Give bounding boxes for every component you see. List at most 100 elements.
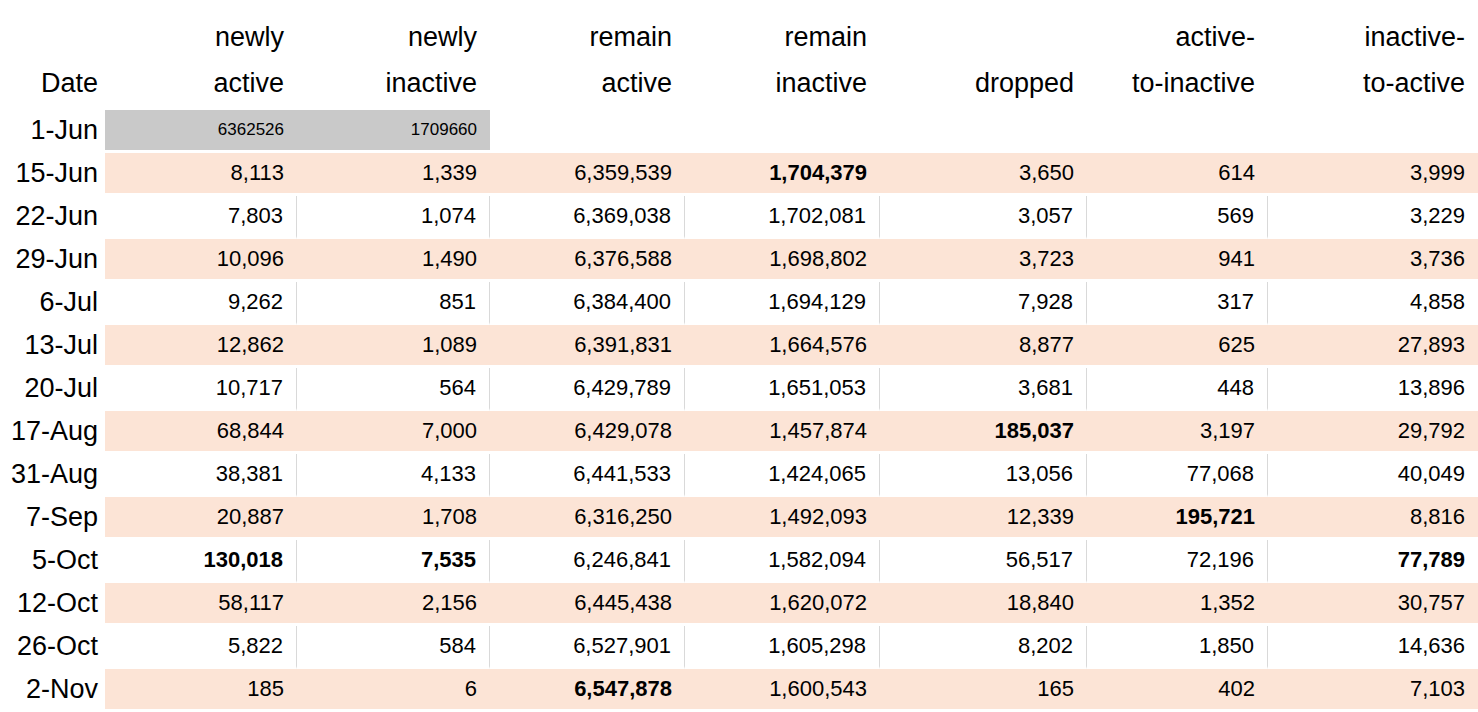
cell-dropped[interactable]: 3,681 bbox=[880, 368, 1087, 411]
cell-active-to-inactive[interactable]: 1,850 bbox=[1087, 626, 1268, 669]
cell-newly-active[interactable]: 10,717 bbox=[105, 368, 297, 411]
cell-dropped[interactable]: 165 bbox=[880, 669, 1087, 712]
cell-remain-active[interactable]: 6,376,588 bbox=[490, 239, 685, 282]
date-cell[interactable]: 17-Aug bbox=[0, 411, 105, 454]
header-newly-active[interactable]: newlyactive bbox=[105, 0, 297, 110]
cell-remain-active[interactable]: 6,445,438 bbox=[490, 583, 685, 626]
cell-remain-active[interactable]: 6,246,841 bbox=[490, 540, 685, 583]
header-dropped[interactable]: dropped bbox=[880, 0, 1087, 110]
cell-inactive-to-active[interactable]: 14,636 bbox=[1268, 626, 1478, 669]
cell-remain-active[interactable]: 6,547,878 bbox=[490, 669, 685, 712]
cell-active-to-inactive[interactable]: 3,197 bbox=[1087, 411, 1268, 454]
cell-dropped[interactable]: 8,202 bbox=[880, 626, 1087, 669]
cell-remain-inactive[interactable]: 1,664,576 bbox=[685, 325, 880, 368]
cell-active-to-inactive[interactable]: 569 bbox=[1087, 196, 1268, 239]
date-cell[interactable]: 6-Jul bbox=[0, 282, 105, 325]
cell-inactive-to-active[interactable]: 4,858 bbox=[1268, 282, 1478, 325]
cell-inactive-to-active[interactable]: 77,789 bbox=[1268, 540, 1478, 583]
cell-newly-inactive[interactable]: 1,708 bbox=[297, 497, 490, 540]
cell-newly-inactive[interactable]: 1709660 bbox=[297, 110, 490, 153]
date-cell[interactable]: 22-Jun bbox=[0, 196, 105, 239]
cell-remain-inactive[interactable]: 1,694,129 bbox=[685, 282, 880, 325]
cell-newly-inactive[interactable]: 7,000 bbox=[297, 411, 490, 454]
cell-remain-active[interactable]: 6,429,078 bbox=[490, 411, 685, 454]
cell-remain-inactive[interactable]: 1,704,379 bbox=[685, 153, 880, 196]
cell-dropped[interactable]: 18,840 bbox=[880, 583, 1087, 626]
cell-remain-inactive[interactable]: 1,424,065 bbox=[685, 454, 880, 497]
header-date[interactable]: Date bbox=[0, 0, 105, 110]
cell-active-to-inactive[interactable]: 72,196 bbox=[1087, 540, 1268, 583]
cell-inactive-to-active[interactable]: 30,757 bbox=[1268, 583, 1478, 626]
cell-active-to-inactive[interactable]: 448 bbox=[1087, 368, 1268, 411]
cell-newly-inactive[interactable]: 2,156 bbox=[297, 583, 490, 626]
cell-active-to-inactive[interactable]: 77,068 bbox=[1087, 454, 1268, 497]
cell-inactive-to-active[interactable]: 7,103 bbox=[1268, 669, 1478, 712]
cell-inactive-to-active[interactable]: 8,816 bbox=[1268, 497, 1478, 540]
cell-newly-inactive[interactable]: 7,535 bbox=[297, 540, 490, 583]
header-inactive-to-active[interactable]: inactive-to-active bbox=[1268, 0, 1478, 110]
cell-newly-active[interactable]: 6362526 bbox=[105, 110, 297, 153]
cell-active-to-inactive[interactable]: 317 bbox=[1087, 282, 1268, 325]
cell-remain-inactive[interactable]: 1,698,802 bbox=[685, 239, 880, 282]
cell-newly-active[interactable]: 20,887 bbox=[105, 497, 297, 540]
cell-dropped[interactable]: 3,057 bbox=[880, 196, 1087, 239]
date-cell[interactable]: 31-Aug bbox=[0, 454, 105, 497]
cell-newly-active[interactable]: 9,262 bbox=[105, 282, 297, 325]
date-cell[interactable]: 2-Nov bbox=[0, 669, 105, 712]
cell-remain-inactive[interactable]: 1,651,053 bbox=[685, 368, 880, 411]
cell-newly-active[interactable]: 185 bbox=[105, 669, 297, 712]
cell-dropped[interactable]: 13,056 bbox=[880, 454, 1087, 497]
cell-inactive-to-active[interactable]: 3,229 bbox=[1268, 196, 1478, 239]
cell-remain-active[interactable]: 6,384,400 bbox=[490, 282, 685, 325]
cell-remain-active[interactable]: 6,316,250 bbox=[490, 497, 685, 540]
cell-remain-inactive[interactable]: 1,702,081 bbox=[685, 196, 880, 239]
date-cell[interactable]: 20-Jul bbox=[0, 368, 105, 411]
cell-remain-inactive[interactable]: 1,605,298 bbox=[685, 626, 880, 669]
cell-dropped[interactable]: 8,877 bbox=[880, 325, 1087, 368]
cell-remain-active[interactable]: 6,527,901 bbox=[490, 626, 685, 669]
header-remain-active[interactable]: remainactive bbox=[490, 0, 685, 110]
date-cell[interactable]: 29-Jun bbox=[0, 239, 105, 282]
cell-newly-inactive[interactable]: 1,089 bbox=[297, 325, 490, 368]
cell-active-to-inactive[interactable]: 402 bbox=[1087, 669, 1268, 712]
cell-inactive-to-active[interactable]: 27,893 bbox=[1268, 325, 1478, 368]
cell-remain-active[interactable]: 6,429,789 bbox=[490, 368, 685, 411]
cell-newly-active[interactable]: 130,018 bbox=[105, 540, 297, 583]
cell-inactive-to-active[interactable]: 29,792 bbox=[1268, 411, 1478, 454]
header-active-to-inactive[interactable]: active-to-inactive bbox=[1087, 0, 1268, 110]
cell-remain-inactive[interactable] bbox=[685, 110, 880, 153]
cell-dropped[interactable]: 3,650 bbox=[880, 153, 1087, 196]
cell-newly-active[interactable]: 7,803 bbox=[105, 196, 297, 239]
date-cell[interactable]: 15-Jun bbox=[0, 153, 105, 196]
cell-newly-active[interactable]: 12,862 bbox=[105, 325, 297, 368]
cell-newly-inactive[interactable]: 584 bbox=[297, 626, 490, 669]
date-cell[interactable]: 13-Jul bbox=[0, 325, 105, 368]
header-newly-inactive[interactable]: newlyinactive bbox=[297, 0, 490, 110]
cell-remain-active[interactable]: 6,391,831 bbox=[490, 325, 685, 368]
cell-inactive-to-active[interactable]: 13,896 bbox=[1268, 368, 1478, 411]
cell-dropped[interactable]: 185,037 bbox=[880, 411, 1087, 454]
cell-newly-inactive[interactable]: 564 bbox=[297, 368, 490, 411]
cell-newly-inactive[interactable]: 4,133 bbox=[297, 454, 490, 497]
cell-newly-active[interactable]: 10,096 bbox=[105, 239, 297, 282]
cell-newly-active[interactable]: 5,822 bbox=[105, 626, 297, 669]
cell-active-to-inactive[interactable]: 941 bbox=[1087, 239, 1268, 282]
cell-dropped[interactable]: 7,928 bbox=[880, 282, 1087, 325]
cell-inactive-to-active[interactable]: 3,999 bbox=[1268, 153, 1478, 196]
cell-remain-active[interactable] bbox=[490, 110, 685, 153]
cell-inactive-to-active[interactable]: 3,736 bbox=[1268, 239, 1478, 282]
cell-inactive-to-active[interactable] bbox=[1268, 110, 1478, 153]
cell-remain-inactive[interactable]: 1,582,094 bbox=[685, 540, 880, 583]
cell-remain-inactive[interactable]: 1,492,093 bbox=[685, 497, 880, 540]
cell-dropped[interactable] bbox=[880, 110, 1087, 153]
cell-newly-active[interactable]: 58,117 bbox=[105, 583, 297, 626]
cell-newly-inactive[interactable]: 1,490 bbox=[297, 239, 490, 282]
cell-active-to-inactive[interactable] bbox=[1087, 110, 1268, 153]
date-cell[interactable]: 5-Oct bbox=[0, 540, 105, 583]
cell-dropped[interactable]: 3,723 bbox=[880, 239, 1087, 282]
date-cell[interactable]: 26-Oct bbox=[0, 626, 105, 669]
cell-remain-active[interactable]: 6,359,539 bbox=[490, 153, 685, 196]
cell-newly-inactive[interactable]: 1,339 bbox=[297, 153, 490, 196]
cell-newly-inactive[interactable]: 1,074 bbox=[297, 196, 490, 239]
cell-remain-active[interactable]: 6,369,038 bbox=[490, 196, 685, 239]
